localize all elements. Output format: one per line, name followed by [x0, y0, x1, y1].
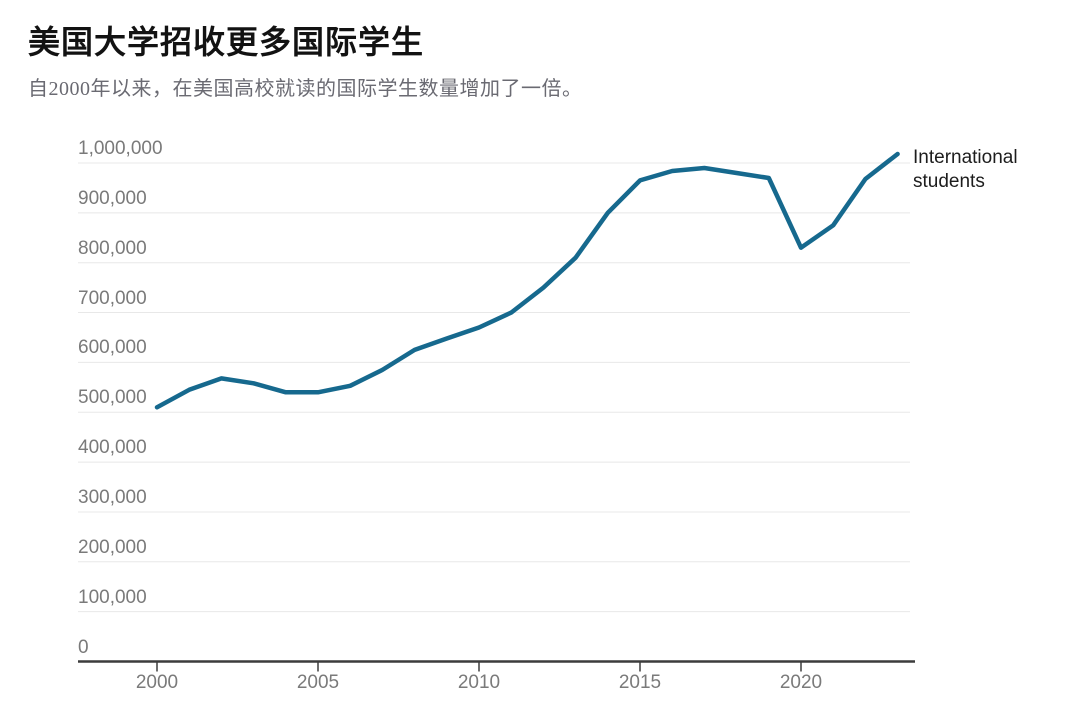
x-axis-tick-label: 2020 — [779, 672, 823, 693]
chart-title: 美国大学招收更多国际学生 — [28, 24, 425, 60]
y-axis-tick-label: 900,000 — [78, 187, 147, 209]
series-label-international-students: International students — [913, 147, 1018, 192]
y-axis-tick-label: 200,000 — [78, 536, 147, 558]
y-axis-tick-label: 800,000 — [78, 237, 147, 259]
y-axis-tick-label: 500,000 — [78, 387, 147, 409]
x-axis-tick-label: 2015 — [618, 672, 662, 693]
chart-subtitle: 自2000年以来，在美国高校就读的国际学生数量增加了一倍。 — [28, 78, 583, 100]
x-axis-tick-label: 2005 — [296, 672, 340, 693]
y-axis-tick-label: 100,000 — [78, 586, 147, 608]
x-axis-tick-label: 2010 — [457, 672, 501, 693]
y-axis-tick-label: 400,000 — [78, 437, 147, 459]
y-axis-tick-label: 0 — [78, 636, 89, 658]
y-axis-tick-label: 300,000 — [78, 486, 147, 508]
series-line-international-students — [154, 151, 900, 410]
x-axis-tick-label: 2000 — [135, 672, 179, 693]
chart-header: 美国大学招收更多国际学生 自2000年以来，在美国高校就读的国际学生数量增加了一… — [28, 22, 1048, 101]
y-axis-tick-label: 600,000 — [78, 337, 147, 359]
y-axis-tick-label: 1,000,000 — [78, 138, 163, 159]
y-axis-tick-label: 700,000 — [78, 287, 147, 309]
